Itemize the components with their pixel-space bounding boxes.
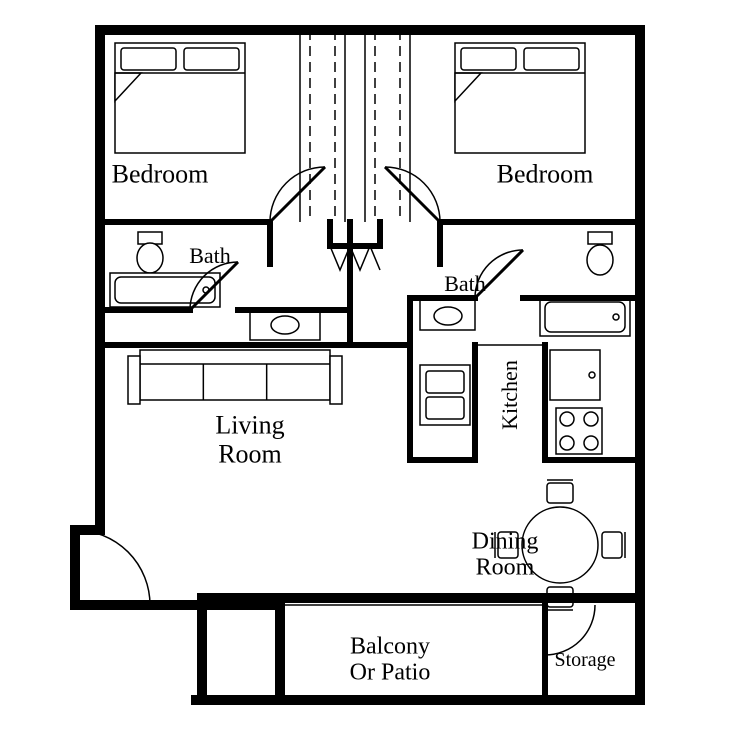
pillow: [524, 48, 579, 70]
dining-chair: [547, 483, 573, 503]
door-arc: [75, 530, 150, 605]
label-living: Living Room: [215, 411, 284, 468]
label-storage: Storage: [554, 649, 615, 671]
label-bedroom-right: Bedroom: [497, 161, 594, 190]
door-leaf: [270, 167, 325, 222]
label-bedroom-left: Bedroom: [112, 161, 209, 190]
bathtub: [540, 298, 630, 336]
toilet-bowl: [587, 245, 613, 275]
label-bath-left: Bath: [189, 244, 231, 268]
label-bath-right: Bath: [444, 272, 486, 296]
door-leaf: [385, 167, 440, 222]
toilet-tank: [138, 232, 162, 244]
label-balcony: Balcony Or Patio: [350, 634, 431, 687]
pillow: [461, 48, 516, 70]
fridge: [550, 350, 600, 400]
toilet-bowl: [137, 243, 163, 273]
sofa-arm: [330, 356, 342, 404]
dining-chair: [602, 532, 622, 558]
vanity: [250, 310, 320, 340]
label-kitchen: Kitchen: [498, 360, 522, 430]
pillow: [121, 48, 176, 70]
pillow: [184, 48, 239, 70]
stove: [556, 408, 602, 454]
kitchen-sink: [420, 365, 470, 425]
door-arc: [545, 605, 595, 655]
label-dining: Dining Room: [472, 529, 539, 582]
bifold-door: [330, 246, 380, 270]
sofa-arm: [128, 356, 140, 404]
sofa: [140, 350, 330, 400]
toilet-tank: [588, 232, 612, 244]
